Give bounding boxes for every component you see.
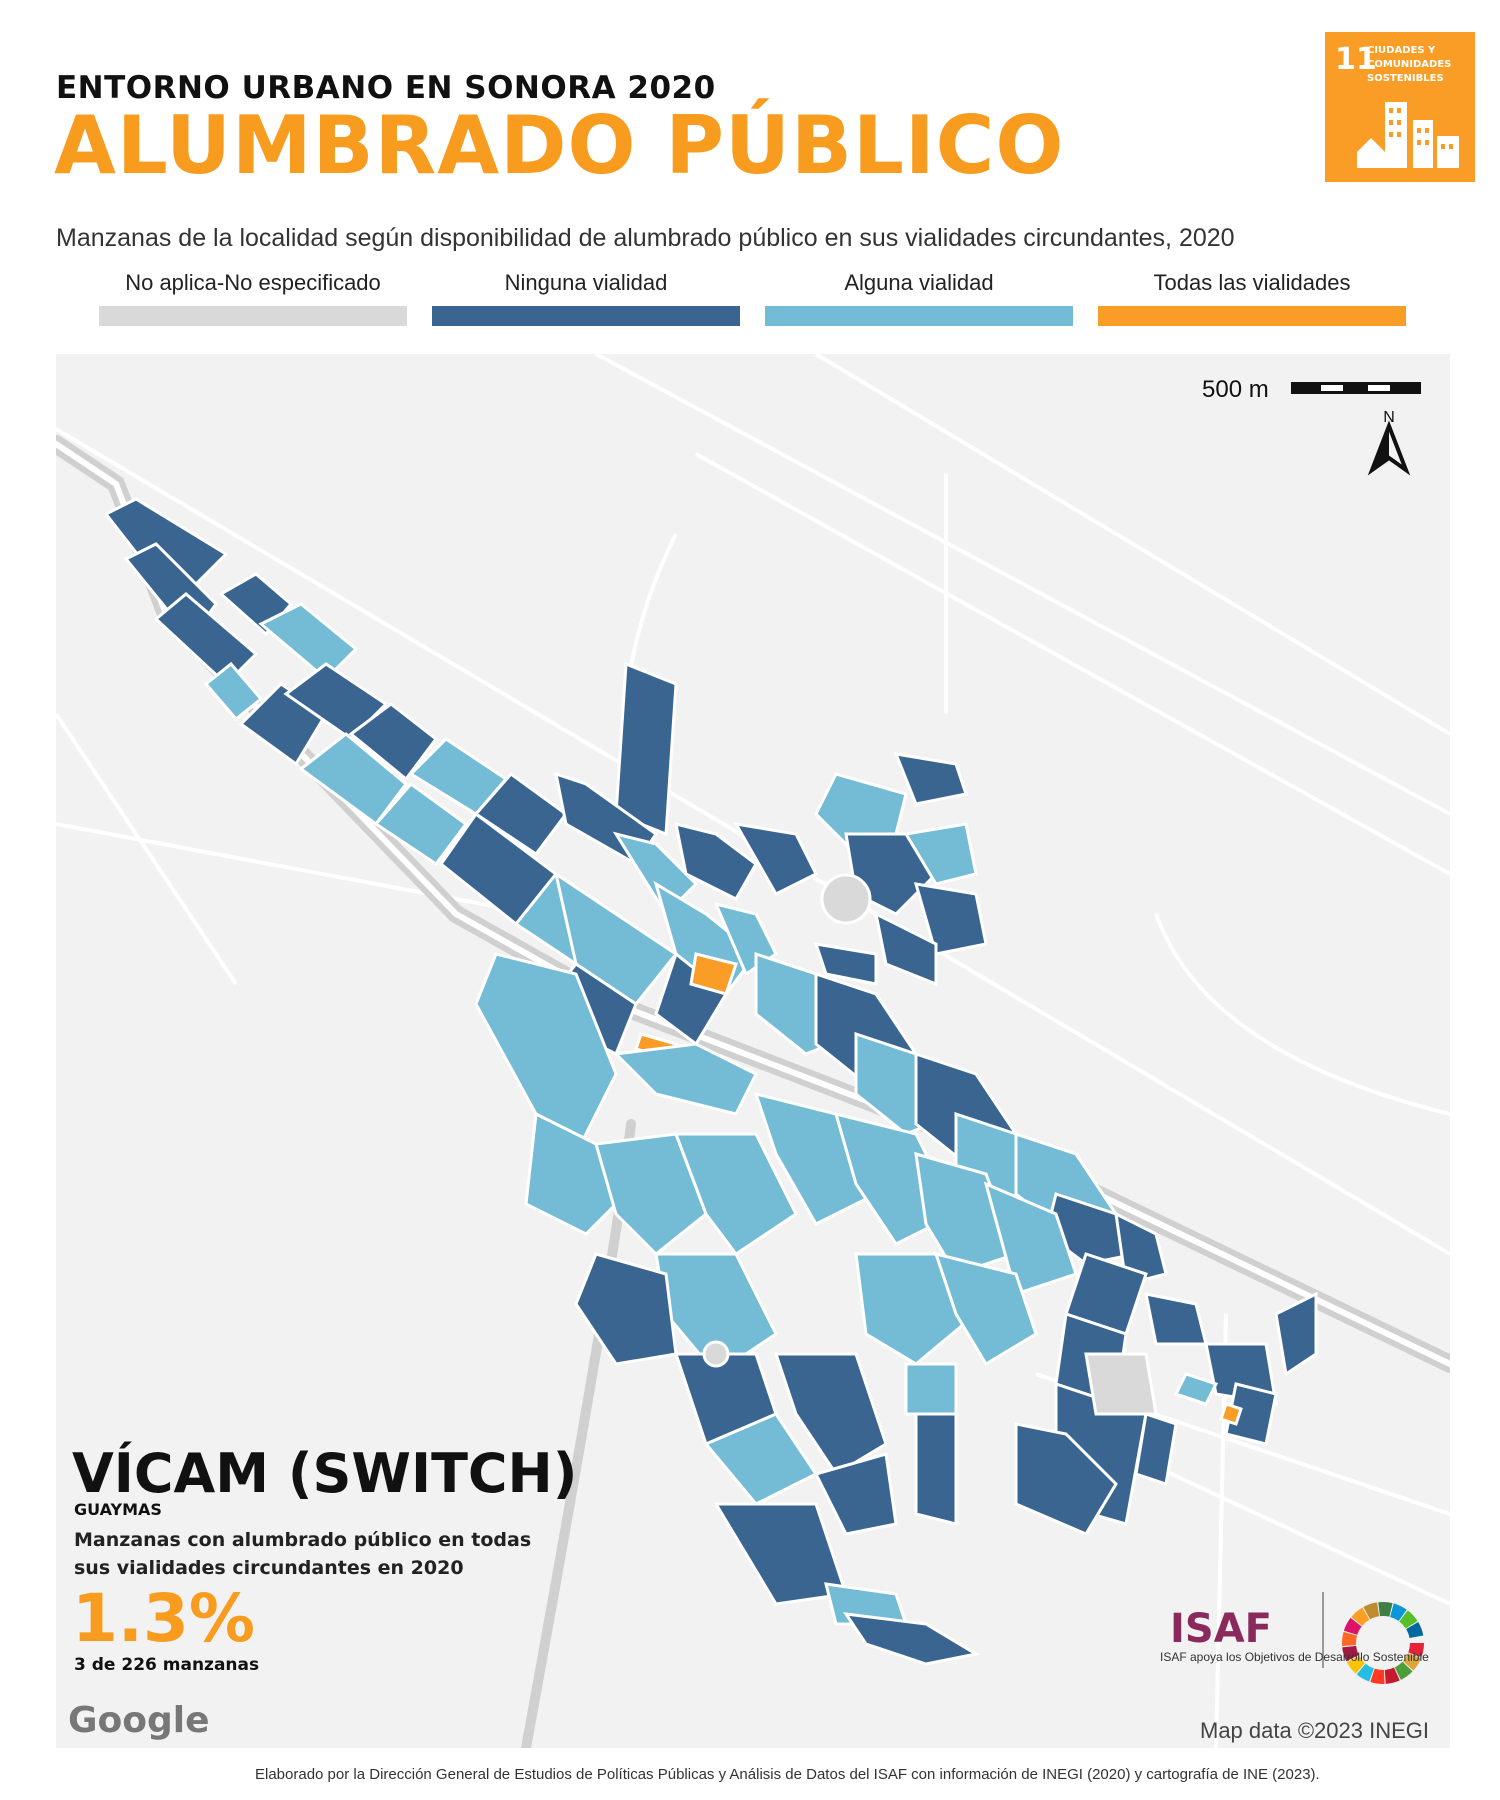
- sdg-11-badge: 11 CIUDADES Y COMUNIDADES SOSTENIBLES: [1325, 32, 1475, 182]
- map-svg: N: [56, 354, 1450, 1748]
- sdg-number: 11: [1335, 42, 1377, 77]
- road-network: [56, 354, 1450, 1748]
- isaf-caption: ISAF apoya los Objetivos de Desarrollo S…: [1160, 1650, 1429, 1664]
- legend-swatch: [432, 306, 740, 326]
- scale-label: 500 m: [1202, 376, 1269, 403]
- legend-label: Alguna vialidad: [844, 270, 994, 295]
- north-label: N: [1383, 409, 1395, 426]
- legend-swatch: [99, 306, 407, 326]
- municipality-name: GUAYMAS: [74, 1500, 162, 1519]
- legend-label: Ninguna vialidad: [504, 270, 668, 295]
- block-layer: [103, 497, 1318, 1666]
- legend-swatch: [765, 306, 1073, 326]
- map-canvas[interactable]: N: [56, 354, 1450, 1748]
- locality-name: VÍCAM (SWITCH): [72, 1442, 578, 1505]
- legend-item-todas: Todas las vialidades: [1098, 270, 1406, 326]
- isaf-logo: ISAF: [1170, 1606, 1272, 1652]
- legend-item-no-aplica: No aplica-No especificado: [99, 270, 407, 326]
- legend-item-alguna: Alguna vialidad: [765, 270, 1073, 326]
- stat-count: 3 de 226 manzanas: [74, 1655, 260, 1675]
- logo-divider: [1322, 1592, 1324, 1668]
- legend-item-ninguna: Ninguna vialidad: [432, 270, 740, 326]
- scale-bar: [1291, 382, 1421, 394]
- sdg-label: CIUDADES Y COMUNIDADES SOSTENIBLES: [1367, 45, 1452, 84]
- page-title: ALUMBRADO PÚBLICO: [54, 99, 1065, 192]
- subtitle: Manzanas de la localidad según disponibi…: [56, 224, 1235, 252]
- footer-credit: Elaborado por la Dirección General de Es…: [255, 1766, 1320, 1783]
- google-logo: Google: [68, 1700, 210, 1741]
- legend-swatch: [1098, 306, 1406, 326]
- legend-label: No aplica-No especificado: [125, 270, 381, 295]
- supertitle: ENTORNO URBANO EN SONORA 2020: [56, 70, 716, 106]
- stat-value: 1.3%: [72, 1580, 256, 1657]
- legend-label: Todas las vialidades: [1153, 270, 1351, 295]
- map-attribution: Map data ©2023 INEGI: [1200, 1718, 1430, 1743]
- sdg-wheel-icon: [1342, 1602, 1424, 1684]
- north-arrow-icon: N: [1367, 409, 1411, 476]
- stat-description: Manzanas con alumbrado público en todas …: [74, 1529, 532, 1579]
- city-icon: [1357, 102, 1459, 168]
